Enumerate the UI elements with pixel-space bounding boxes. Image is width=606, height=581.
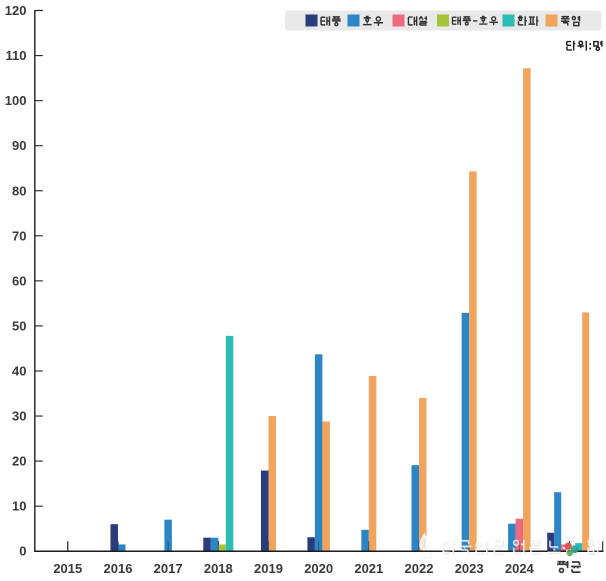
svg-text:90: 90 <box>12 138 26 153</box>
svg-text:2015: 2015 <box>53 561 82 576</box>
svg-text:70: 70 <box>12 228 26 243</box>
svg-text:2023: 2023 <box>455 561 484 576</box>
svg-text:2016: 2016 <box>104 561 133 576</box>
svg-text:30: 30 <box>12 409 26 424</box>
svg-text:2018: 2018 <box>204 561 233 576</box>
svg-text:20: 20 <box>12 454 26 469</box>
svg-text:40: 40 <box>12 363 26 378</box>
svg-text:60: 60 <box>12 273 26 288</box>
svg-text:100: 100 <box>5 93 27 108</box>
svg-text:50: 50 <box>12 318 26 333</box>
svg-text:80: 80 <box>12 183 26 198</box>
svg-text:2019: 2019 <box>254 561 283 576</box>
svg-text:2024: 2024 <box>505 561 535 576</box>
svg-text:110: 110 <box>6 48 27 63</box>
svg-text:2021: 2021 <box>354 561 383 576</box>
svg-text:10: 10 <box>12 499 26 514</box>
svg-text:2017: 2017 <box>154 561 183 576</box>
svg-text:0: 0 <box>19 544 26 559</box>
svg-text:2022: 2022 <box>405 561 434 576</box>
svg-text:120: 120 <box>5 3 27 18</box>
svg-text:2020: 2020 <box>304 561 333 576</box>
